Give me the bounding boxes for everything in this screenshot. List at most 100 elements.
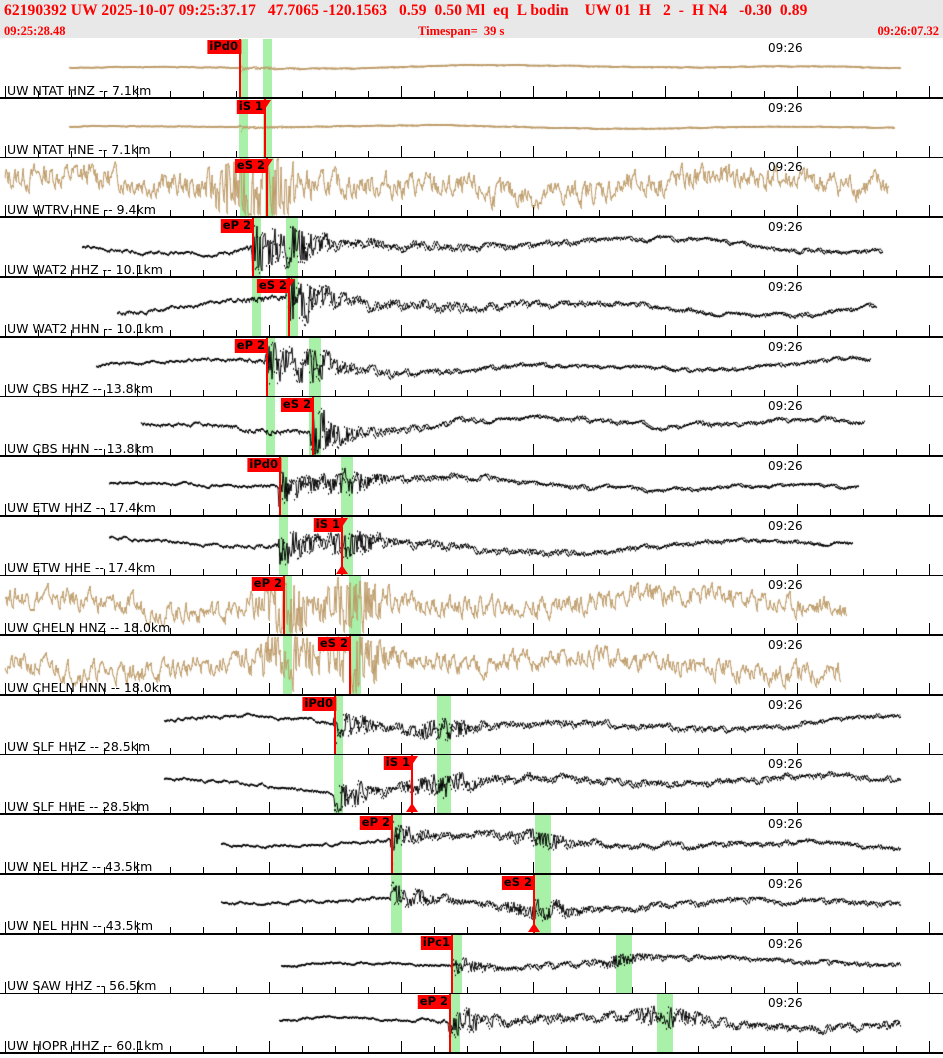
trace-station-label: UW NTAT HNZ -- 7.1km [7,82,152,98]
phase-pick-line[interactable] [451,934,453,993]
trace-row[interactable]: iPd0 09:26 UW SLF HHZ -- 28.5km [0,695,943,756]
trace-row[interactable]: eP 2 09:26 UW WAT2 HHZ -- 10.1km [0,218,943,279]
trace-row[interactable]: iS 1 09:26 UW ETW HHE -- 17.4km [0,516,943,577]
trace-row[interactable]: eP 2 09:26 UW HOPR HHZ -- 60.1km [0,994,943,1055]
axis-time-label: 09:26 [768,697,803,712]
timespan-label: Timespan= 39 s [418,24,505,38]
phase-pick-label[interactable]: eP 2 [234,338,268,353]
trace-row[interactable]: eP 2 09:26 UW CBS HHZ -- 13.8km [0,337,943,398]
waveform-canvas [0,695,943,756]
phase-pick-label[interactable]: eP 2 [220,219,254,234]
pick-marker-down-icon [261,159,273,169]
axis-time-label: 09:26 [768,41,803,55]
trace-station-label: UW CBS HHN -- 13.8km [7,440,154,456]
axis-time-label: 09:26 [768,220,803,235]
trace-row[interactable]: iPd0 09:26 UW NTAT HNZ -- 7.1km [0,39,943,99]
trace-station-label: UW SAW HHZ -- 56.5km [7,978,157,993]
phase-pick-label[interactable]: eS 2 [317,637,351,651]
waveform-canvas [0,636,943,696]
waveform-canvas [0,98,943,159]
phase-pick-label[interactable]: iS 1 [236,99,266,114]
trace-station-label: UW NEL HHZ -- 43.5km [7,858,153,874]
phase-pick-label[interactable]: iS 1 [313,517,343,532]
trace-station-label: UW HOPR HHZ -- 60.1km [7,1037,164,1053]
trace-station-label: UW CHELN HNN -- 18.0km [7,679,172,695]
trace-row[interactable]: iPd0 09:26 UW ETW HHZ -- 17.4km [0,456,943,517]
axis-time-label: 09:26 [768,160,803,175]
trace-row[interactable]: iS 1 09:26 UW SLF HHE -- 28.5km [0,755,943,816]
trace-row[interactable]: iS 1 09:26 UW NTAT HNE -- 7.1km [0,98,943,159]
window-start-time: 09:25:28.48 [4,24,66,38]
pick-marker-up-icon [406,803,418,813]
phase-pick-line[interactable] [349,636,351,694]
phase-pick-line[interactable] [288,277,290,336]
waveform-canvas [0,456,943,517]
phase-pick-line[interactable] [391,815,393,874]
trace-station-label: UW WAT2 HHZ -- 10.1km [7,261,163,277]
phase-pick-label[interactable]: eP 2 [417,995,451,1010]
waveform-canvas [0,39,943,99]
trace-station-label: UW NEL HHN -- 43.5km [7,918,154,934]
axis-time-label: 09:26 [768,279,803,294]
waveform-canvas [0,815,943,876]
trace-row[interactable]: eP 2 09:26 UW CHELN HNZ -- 18.0km [0,576,943,637]
phase-pick-line[interactable] [264,98,266,157]
axis-time-label: 09:26 [768,876,803,891]
phase-pick-label[interactable]: eS 2 [234,159,268,174]
phase-pick-line[interactable] [279,456,281,515]
trace-row[interactable]: eS 2 09:26 UW CBS HHN -- 13.8km [0,397,943,458]
phase-pick-label[interactable]: iPc1 [420,935,453,950]
phase-pick-line[interactable] [266,337,268,396]
phase-pick-label[interactable]: iPd0 [302,696,336,711]
phase-pick-label[interactable]: eS 2 [501,875,535,890]
axis-time-label: 09:26 [768,578,803,593]
phase-pick-line[interactable] [334,695,336,754]
waveform-canvas [0,337,943,398]
phase-pick-line[interactable] [283,576,285,635]
pick-marker-down-icon [406,756,418,766]
phase-pick-label[interactable]: iPd0 [247,457,281,472]
phase-pick-label[interactable]: eP 2 [359,816,393,831]
header-event-bar [0,0,943,22]
trace-station-label: UW SLF HHE -- 28.5km [7,798,150,814]
trace-row[interactable]: eS 2 09:26 UW CHELN HNN -- 18.0km [0,636,943,696]
phase-pick-line[interactable] [312,397,314,456]
phase-pick-label[interactable]: iPd0 [207,40,241,54]
trace-station-label: UW ETW HHZ -- 17.4km [7,500,156,516]
axis-time-label: 09:26 [768,399,803,414]
axis-time-label: 09:26 [768,638,803,652]
trace-station-label: UW CBS HHZ -- 13.8km [7,381,154,396]
trace-station-label: UW SLF HHZ -- 28.5km [7,739,151,755]
phase-pick-line[interactable] [252,218,254,277]
phase-pick-label[interactable]: eS 2 [280,398,314,413]
waveform-canvas [0,874,943,935]
phase-pick-line[interactable] [533,874,535,933]
phase-pick-line[interactable] [239,39,241,97]
window-end-time: 09:26:07.32 [877,24,939,38]
phase-pick-label[interactable]: eP 2 [251,577,285,592]
trace-row[interactable]: eS 2 09:26 UW WTRV HNE -- 9.4km [0,158,943,219]
event-summary-line: 62190392 UW 2025-10-07 09:25:37.17 47.70… [4,2,808,19]
waveform-canvas [0,158,943,219]
axis-time-label: 09:26 [768,518,803,533]
phase-pick-line[interactable] [266,158,268,217]
phase-pick-line[interactable] [449,994,451,1053]
waveform-canvas [0,397,943,458]
phase-pick-line[interactable] [341,516,343,575]
axis-time-label: 09:26 [768,817,803,832]
waveform-canvas [0,277,943,338]
trace-station-label: UW CHELN HNZ -- 18.0km [7,619,171,635]
waveform-canvas [0,994,943,1055]
axis-time-label: 09:26 [768,757,803,772]
phase-pick-label[interactable]: eS 2 [256,278,290,293]
waveform-canvas [0,218,943,279]
phase-pick-label[interactable]: iS 1 [383,756,413,771]
trace-row[interactable]: iPc1 09:26 UW SAW HHZ -- 56.5km [0,934,943,995]
phase-pick-line[interactable] [411,755,413,814]
trace-row[interactable]: eP 2 09:26 UW NEL HHZ -- 43.5km [0,815,943,876]
trace-row[interactable]: eS 2 09:26 UW NEL HHN -- 43.5km [0,874,943,935]
trace-station-label: UW ETW HHE -- 17.4km [7,560,156,576]
trace-row[interactable]: eS 2 09:26 UW WAT2 HHN -- 10.1km [0,277,943,338]
axis-time-label: 09:26 [768,936,803,951]
